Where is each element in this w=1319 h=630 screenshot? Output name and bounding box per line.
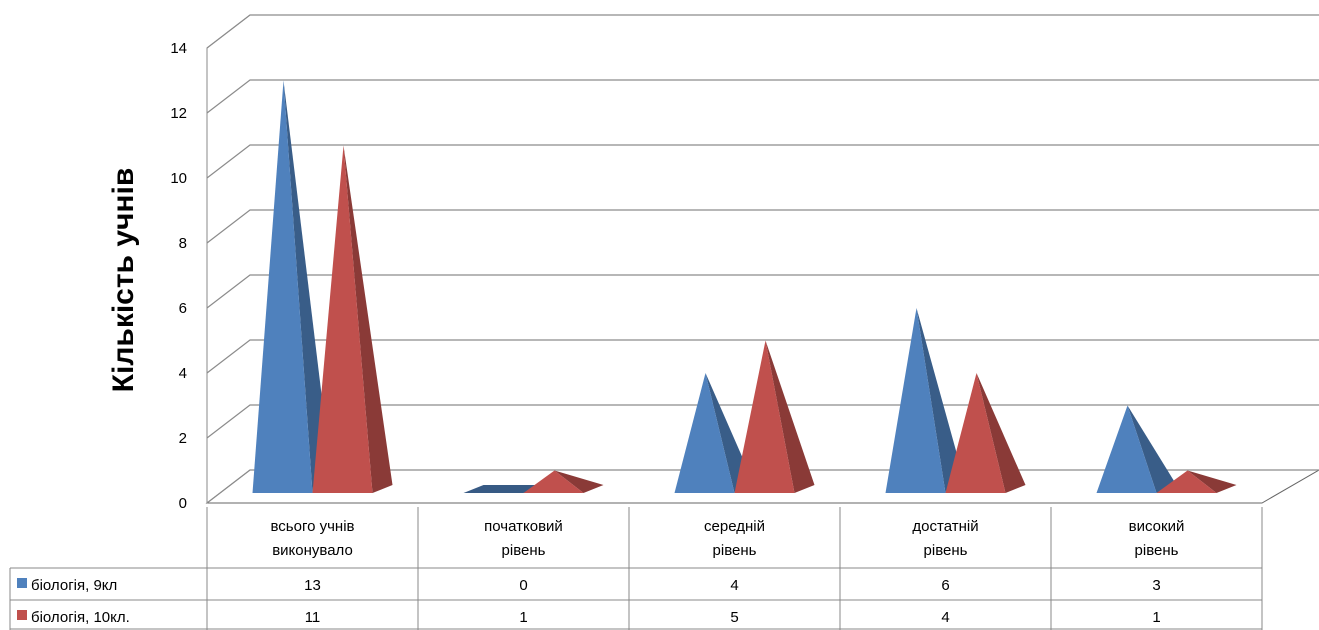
table-cell: 3	[1152, 577, 1160, 594]
category-label: високий рівень	[1129, 518, 1185, 559]
gridline	[206, 404, 1319, 439]
pyramid-series2-0	[312, 145, 393, 493]
gridline	[206, 144, 1319, 179]
legend-label: біологія, 10кл.	[31, 609, 130, 626]
pyramid-series2-2	[734, 340, 815, 493]
pyramid-series2-1	[523, 470, 604, 493]
gridline	[206, 209, 1319, 244]
table-cell: 6	[941, 577, 949, 594]
pyramid-side	[1187, 470, 1237, 493]
y-tick-label: 8	[179, 235, 187, 252]
category-label: достатній рівень	[912, 518, 978, 559]
category-label: середній рівень	[704, 518, 765, 559]
pyramid-front	[945, 373, 1006, 493]
pyramid-front	[1096, 405, 1157, 493]
table-cell: 4	[730, 577, 738, 594]
pyramid-series2-4	[1156, 470, 1237, 493]
table-cell: 4	[941, 609, 949, 626]
pyramid-side	[283, 80, 333, 493]
gridline	[206, 339, 1319, 374]
table-cell: 0	[519, 577, 527, 594]
category-label: всього учнів виконувало	[270, 518, 354, 559]
pyramid-front	[885, 308, 946, 493]
y-tick-label: 12	[170, 105, 187, 122]
pyramid-side	[916, 308, 966, 493]
y-tick-label: 2	[179, 430, 187, 447]
y-tick-label: 6	[179, 300, 187, 317]
legend-label: біологія, 9кл	[31, 577, 117, 594]
gridline	[206, 14, 1319, 49]
pyramid-series1-3	[885, 308, 966, 493]
y-tick-label: 0	[179, 495, 187, 512]
table-cell: 13	[304, 577, 321, 594]
pyramid-series1-0	[252, 80, 333, 493]
pyramid-front	[312, 145, 373, 493]
table-cell: 1	[519, 609, 527, 626]
gridlines	[206, 14, 1319, 504]
chart-marks	[252, 80, 1237, 493]
category-label: початковий рівень	[484, 518, 563, 559]
pyramid-series1-4	[1096, 405, 1177, 493]
y-tick-label: 10	[170, 170, 187, 187]
legend-swatch	[17, 578, 27, 588]
table-cell: 11	[305, 609, 321, 626]
table-cell: 5	[730, 609, 738, 626]
pyramid-front	[1156, 470, 1217, 493]
pyramid-front	[674, 373, 735, 493]
gridline	[206, 274, 1319, 309]
pyramid-side	[976, 373, 1026, 493]
pyramid-series2-3	[945, 373, 1026, 493]
pyramid-front	[523, 470, 584, 493]
pyramid-front	[252, 80, 313, 493]
data-table: всього учнів виконувало початковий рівень се…	[9, 507, 1263, 630]
pyramid-side	[554, 470, 604, 493]
pyramid-side	[463, 485, 544, 493]
table-cell: 1	[1152, 609, 1160, 626]
pyramid-side	[1127, 405, 1177, 493]
left-wall-edge	[206, 14, 251, 503]
y-tick-label: 14	[170, 40, 187, 57]
gridline	[206, 79, 1319, 114]
y-tick-label: 4	[179, 365, 187, 382]
y-axis-ticks: 0 2 4 6 8 10 12 14	[170, 40, 187, 512]
pyramid-series1-1	[463, 485, 544, 493]
pyramid-side	[765, 340, 815, 493]
pyramid-front	[734, 340, 795, 493]
pyramid-side	[343, 145, 393, 493]
y-axis-label: Кількість учнів	[107, 168, 140, 393]
legend-swatch	[17, 610, 27, 620]
